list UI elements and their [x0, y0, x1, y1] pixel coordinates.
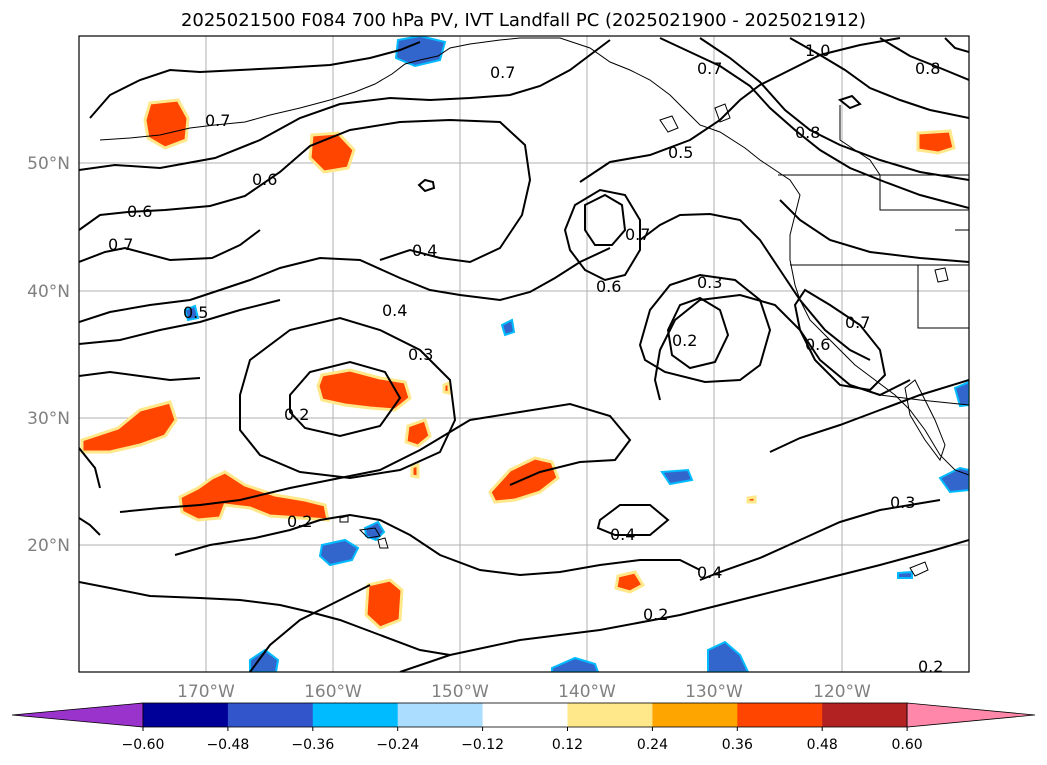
lon-label-130w: 130°W	[685, 682, 743, 702]
colorbar-tick-label: 0.36	[722, 737, 753, 753]
colorbar-segment	[482, 703, 568, 727]
contour-label: 0.5	[668, 143, 693, 162]
contour-label: 0.8	[915, 59, 940, 78]
contour-label: 0.3	[890, 493, 915, 512]
contour-label: 0.2	[284, 405, 309, 424]
contour-label: 0.7	[108, 235, 133, 254]
colorbar-tick-label: −0.12	[461, 737, 504, 753]
map-frame	[78, 35, 970, 673]
contour-label: 0.6	[596, 277, 621, 296]
contour-label: 0.6	[127, 202, 152, 221]
lon-label-150w: 150°W	[431, 682, 489, 702]
contour-label: 1.0	[805, 41, 830, 60]
contour-label: 0.8	[795, 123, 820, 142]
map-background	[79, 36, 969, 672]
colorbar-ticks: −0.60 −0.48 −0.36 −0.24 −0.12 0.12 0.24 0.36 0.4…	[122, 727, 923, 753]
lat-label-30n: 30°N	[27, 409, 70, 429]
lat-label-50n: 50°N	[27, 154, 70, 174]
gridlines	[79, 36, 969, 672]
colorbar-tick-label: −0.48	[206, 737, 249, 753]
colorbar-tick-label: 0.60	[892, 737, 923, 753]
colorbar-tick-label: −0.24	[376, 737, 419, 753]
contour-labels: 0.7 0.7 0.7 1.0 0.8 0.8 0.5 0.6 0.6 0.7 …	[108, 41, 943, 676]
colorbar-tick-label: 0.12	[552, 737, 583, 753]
lat-label-40n: 40°N	[27, 282, 70, 302]
contour-label: 0.4	[382, 301, 407, 320]
longitude-labels: 170°W 160°W 150°W 140°W 130°W 120°W	[177, 682, 871, 702]
colorbar-tick-label: 0.48	[807, 737, 838, 753]
colorbar-tick-label: −0.36	[291, 737, 334, 753]
coastlines	[99, 37, 969, 577]
colorbar-extend-high	[906, 702, 1036, 728]
map-title: 2025021500 F084 700 hPa PV, IVT Landfall…	[180, 10, 867, 31]
colorbar-segment	[397, 703, 484, 727]
colorbar-tick-label: 0.24	[637, 737, 668, 753]
lon-label-140w: 140°W	[558, 682, 616, 702]
colorbar-segment	[312, 703, 399, 727]
latitude-labels: 50°N 40°N 30°N 20°N	[27, 154, 70, 556]
lon-label-160w: 160°W	[304, 682, 362, 702]
lat-label-20n: 20°N	[27, 536, 70, 556]
lon-label-120w: 120°W	[813, 682, 871, 702]
contour-label: 0.2	[287, 512, 312, 531]
colorbar-segment	[652, 703, 738, 727]
contour-label: 0.4	[412, 241, 437, 260]
contour-label: 0.2	[643, 605, 668, 624]
contour-label: 0.6	[805, 335, 830, 354]
colorbar-segment	[567, 703, 653, 727]
colorbar-extend-low	[11, 702, 144, 728]
colorbar-segment	[227, 703, 314, 727]
pv-contours	[79, 37, 969, 672]
contour-label: 0.7	[490, 63, 515, 82]
colorbar-segment	[737, 703, 823, 727]
contour-label: 0.7	[845, 313, 870, 332]
contour-label: 0.3	[697, 273, 722, 292]
lon-label-170w: 170°W	[177, 682, 235, 702]
political-boundaries	[778, 105, 969, 406]
colorbar-outline	[142, 702, 908, 728]
contour-label: 0.7	[697, 59, 722, 78]
colorbar: −0.60 −0.48 −0.36 −0.24 −0.12 0.12 0.24 0.36 0.4…	[11, 702, 1036, 753]
negative-pc-regions	[183, 36, 969, 672]
contour-label: 0.7	[625, 225, 650, 244]
colorbar-segments	[11, 702, 1036, 728]
contour-label: 0.2	[672, 331, 697, 350]
contour-label: 0.3	[408, 345, 433, 364]
contour-label: 0.4	[610, 525, 635, 544]
contour-label: 0.4	[697, 563, 722, 582]
colorbar-tick-label: −0.60	[122, 737, 165, 753]
contour-label: 0.2	[918, 657, 943, 676]
contour-label: 0.6	[252, 170, 277, 189]
contour-label: 0.7	[205, 111, 230, 130]
contour-label: 0.5	[183, 303, 208, 322]
colorbar-segment	[143, 703, 229, 727]
colorbar-segment	[822, 703, 908, 727]
